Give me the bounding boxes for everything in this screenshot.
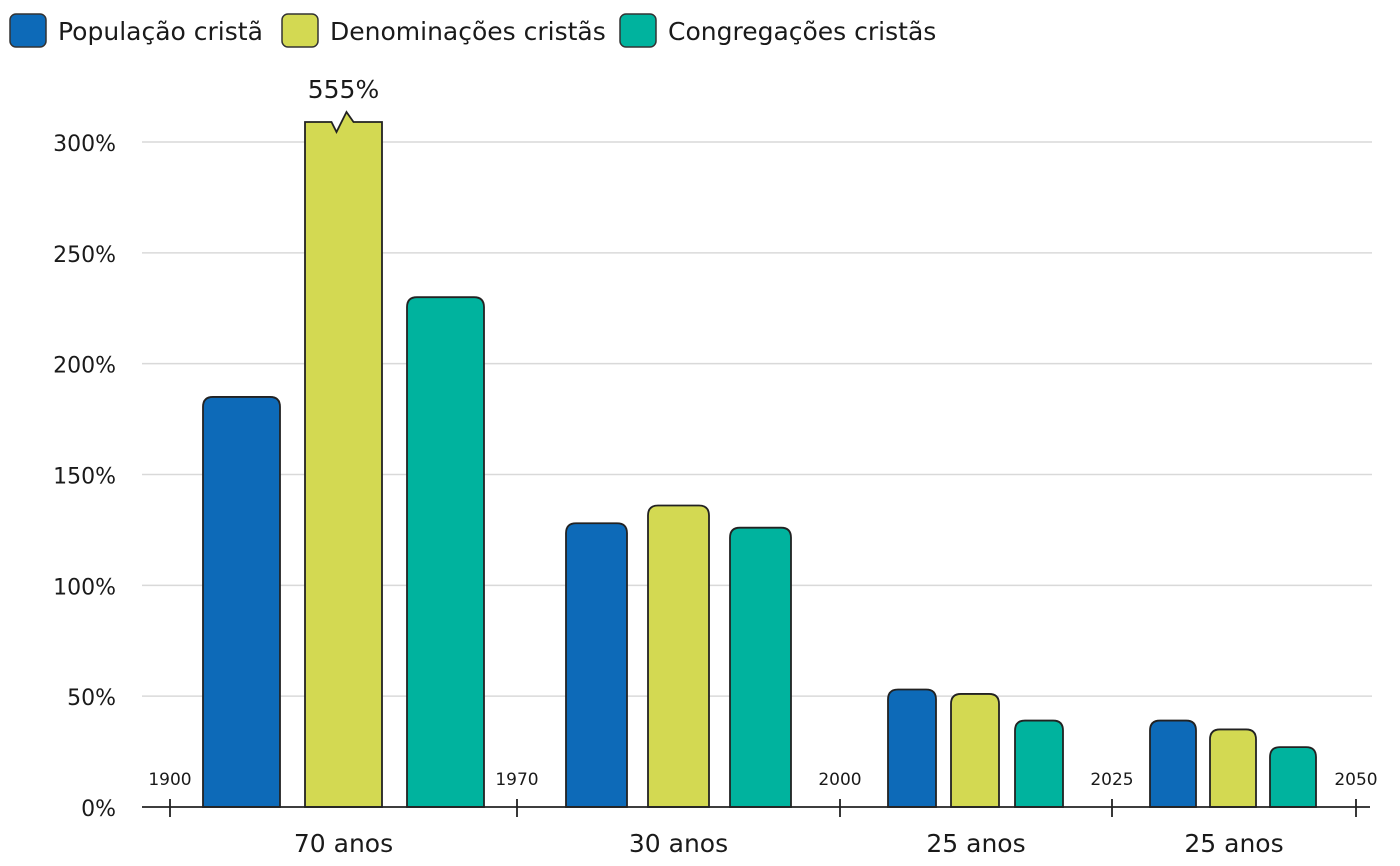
year-label: 2050	[1334, 770, 1377, 790]
legend-label: Denominações cristãs	[330, 17, 606, 46]
year-label: 2000	[818, 770, 861, 790]
legend-swatch	[281, 13, 319, 48]
y-tick-label: 0%	[81, 797, 116, 822]
period-label: 70 anos	[294, 829, 393, 858]
y-tick-label: 200%	[53, 354, 116, 379]
period-label: 25 anos	[926, 829, 1025, 858]
period-label: 30 anos	[629, 829, 728, 858]
bar-1-1	[202, 396, 281, 808]
legend-swatch	[9, 13, 47, 48]
legend-swatch	[619, 13, 657, 48]
bar-2-3	[950, 693, 1000, 808]
legend: População cristã Denominações cristãs Cong…	[9, 13, 936, 48]
bar-3-3	[1014, 719, 1064, 808]
bar-2-1	[304, 110, 383, 808]
bars	[202, 110, 1317, 808]
y-tick-label: 300%	[53, 132, 116, 157]
period-label: 25 anos	[1184, 829, 1283, 858]
y-axis: 0% 50% 100% 150% 200% 250% 300%	[53, 132, 116, 822]
bar-1-4	[1149, 719, 1197, 808]
legend-label: População cristã	[58, 17, 263, 46]
x-axis: 1900 1970 2000 2025 2050 70 anos 30 anos 25 ano…	[142, 770, 1378, 858]
bar-3-1	[406, 296, 485, 808]
year-label: 1900	[148, 770, 191, 790]
legend-label: Congregações cristãs	[668, 17, 936, 46]
year-label: 2025	[1090, 770, 1133, 790]
y-tick-label: 100%	[53, 575, 116, 600]
bar-annotation: 555%	[308, 75, 379, 104]
y-tick-label: 250%	[53, 243, 116, 268]
bar-1-2	[565, 522, 628, 808]
bar-3-2	[729, 526, 792, 808]
y-tick-label: 150%	[53, 465, 116, 490]
bar-1-3	[887, 688, 937, 808]
bar-2-2	[647, 504, 710, 808]
y-tick-label: 50%	[67, 686, 116, 711]
bar-3-4	[1269, 746, 1317, 808]
year-label: 1970	[495, 770, 538, 790]
bar-2-4	[1209, 728, 1257, 808]
